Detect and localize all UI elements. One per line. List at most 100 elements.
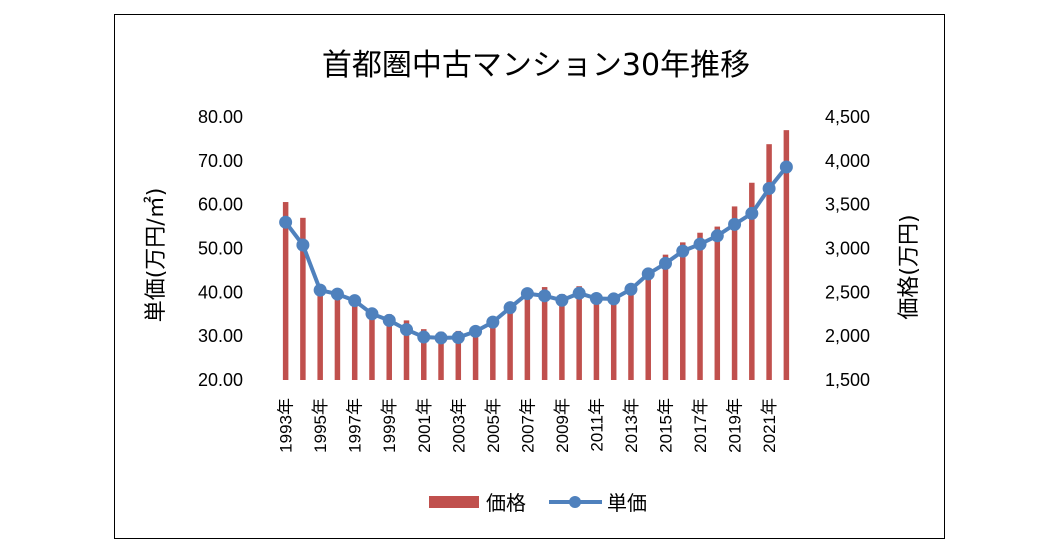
unit-price-point bbox=[330, 287, 344, 301]
unit-price-point bbox=[762, 181, 776, 195]
legend-swatch-price bbox=[429, 496, 479, 508]
price-bar bbox=[662, 254, 669, 380]
price-bar bbox=[628, 286, 634, 380]
legend: 価格 単価 bbox=[429, 491, 647, 515]
right-tick-label: 2,000 bbox=[825, 326, 870, 346]
price-bar bbox=[593, 293, 600, 380]
left-tick-label: 50.00 bbox=[198, 239, 243, 259]
left-tick-label: 20.00 bbox=[198, 370, 243, 390]
unit-price-line bbox=[284, 165, 788, 340]
right-tick-label: 3,500 bbox=[825, 195, 870, 215]
left-axis-title: 単価(万円/㎡) bbox=[143, 188, 169, 323]
price-bar bbox=[576, 286, 582, 380]
legend-marker-unit-price bbox=[569, 496, 581, 508]
unit-price-point bbox=[451, 330, 465, 344]
unit-price-point bbox=[296, 238, 310, 252]
chart-title: 首都圏中古マンション30年推移 bbox=[322, 48, 750, 83]
left-axis: 20.00 30.00 40.00 50.00 60.00 70.00 80.00 bbox=[198, 107, 243, 390]
price-bar bbox=[610, 294, 617, 380]
unit-price-point bbox=[572, 286, 586, 300]
unit-price-point bbox=[279, 215, 293, 229]
price-bar bbox=[714, 226, 721, 380]
right-tick-label: 2,500 bbox=[825, 282, 870, 302]
unit-price-point bbox=[417, 330, 431, 344]
price-bar bbox=[317, 287, 323, 380]
unit-price-point bbox=[555, 293, 569, 307]
unit-price-point bbox=[538, 289, 552, 303]
unit-price-point bbox=[382, 313, 396, 327]
price-bar bbox=[472, 326, 479, 380]
unit-price-point bbox=[313, 283, 327, 297]
left-tick-label: 40.00 bbox=[198, 282, 243, 302]
right-tick-label: 4,000 bbox=[825, 151, 870, 171]
unit-price-point bbox=[693, 237, 707, 251]
x-tick-label: 1997年 bbox=[346, 398, 365, 453]
price-bar bbox=[455, 330, 462, 380]
legend-label-price: 価格 bbox=[486, 491, 526, 515]
right-axis-title: 価格(万円) bbox=[897, 214, 922, 319]
x-axis: 1993年 1995年 1997年 1999年 2001年 2003年 2005年 2007年… bbox=[277, 398, 779, 453]
unit-price-point bbox=[400, 323, 413, 337]
x-tick-label: 2013年 bbox=[622, 398, 641, 453]
unit-price-point bbox=[365, 307, 379, 321]
price-bar bbox=[559, 294, 565, 380]
price-bar bbox=[541, 287, 548, 380]
price-bar bbox=[386, 314, 392, 380]
price-bar bbox=[783, 130, 790, 380]
price-bar bbox=[749, 182, 755, 380]
x-tick-label: 2015年 bbox=[657, 398, 676, 453]
price-bar bbox=[697, 232, 703, 380]
x-tick-label: 2009年 bbox=[553, 398, 572, 453]
left-tick-label: 70.00 bbox=[198, 151, 243, 171]
x-tick-label: 1999年 bbox=[380, 398, 399, 453]
price-bar bbox=[490, 318, 496, 380]
price-bar bbox=[369, 308, 375, 380]
price-bar bbox=[680, 242, 686, 380]
x-tick-label: 2019年 bbox=[726, 398, 745, 453]
unit-price-point bbox=[607, 292, 621, 306]
chart-canvas: 首都圏中古マンション30年推移 20.00 30.00 40.00 50.00 60.0… bbox=[143, 48, 922, 515]
right-tick-label: 4,500 bbox=[825, 107, 870, 127]
unit-price-point bbox=[710, 229, 724, 243]
bar-series-price bbox=[282, 130, 790, 380]
price-bar bbox=[351, 300, 358, 380]
price-bar bbox=[766, 144, 772, 380]
legend-label-unit-price: 単価 bbox=[607, 491, 647, 515]
line-series-unit-price bbox=[279, 160, 793, 345]
x-tick-label: 2003年 bbox=[449, 398, 468, 453]
unit-price-point bbox=[348, 294, 362, 308]
x-tick-label: 2011年 bbox=[587, 398, 606, 452]
x-tick-label: 2007年 bbox=[518, 398, 537, 453]
unit-price-point bbox=[676, 244, 690, 258]
unit-price-point bbox=[503, 301, 517, 315]
unit-price-point bbox=[624, 282, 638, 296]
unit-price-point bbox=[589, 291, 603, 305]
x-tick-label: 1993年 bbox=[277, 398, 296, 453]
unit-price-point bbox=[520, 287, 534, 301]
price-bar bbox=[282, 202, 289, 380]
left-tick-label: 60.00 bbox=[198, 195, 243, 215]
price-bar bbox=[438, 331, 444, 380]
right-axis: 1,500 2,000 2,500 3,000 3,500 4,000 4,500 bbox=[825, 107, 870, 390]
left-tick-label: 80.00 bbox=[198, 107, 243, 127]
price-bar bbox=[421, 329, 427, 380]
price-bar bbox=[645, 272, 651, 380]
unit-price-point bbox=[434, 331, 448, 345]
price-bar bbox=[524, 289, 531, 380]
right-tick-label: 1,500 bbox=[825, 370, 870, 390]
price-bar bbox=[731, 206, 738, 380]
x-tick-label: 1995年 bbox=[311, 398, 330, 453]
price-bar bbox=[507, 308, 513, 380]
x-tick-label: 2005年 bbox=[484, 398, 503, 453]
price-bar bbox=[300, 217, 306, 380]
unit-price-point bbox=[469, 324, 483, 338]
x-tick-label: 2021年 bbox=[760, 398, 779, 453]
unit-price-point bbox=[659, 256, 672, 270]
x-tick-label: 2001年 bbox=[415, 398, 434, 453]
price-bar bbox=[334, 296, 341, 380]
right-tick-label: 3,000 bbox=[825, 239, 870, 259]
unit-price-point bbox=[745, 206, 759, 220]
unit-price-point bbox=[728, 217, 742, 231]
unit-price-point bbox=[486, 315, 500, 329]
chart-frame: 首都圏中古マンション30年推移 20.00 30.00 40.00 50.00 60.0… bbox=[114, 14, 945, 539]
